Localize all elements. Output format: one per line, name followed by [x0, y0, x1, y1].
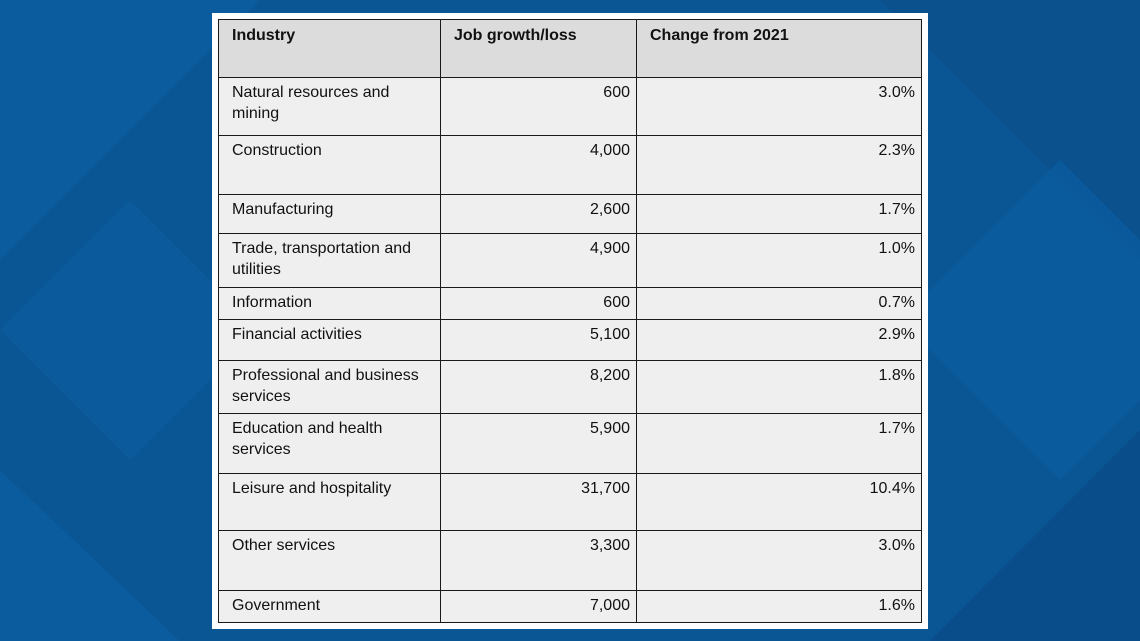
industry-cell: Natural resources and mining [218, 76, 441, 137]
job-growth-cell: 3,300 [440, 530, 637, 591]
header-job-growth: Job growth/loss [440, 19, 637, 78]
header-industry: Industry [218, 19, 441, 78]
job-growth-cell: 4,000 [440, 135, 637, 195]
change-cell: 1.8% [636, 360, 922, 415]
table-row: Construction 4,000 2.3% [218, 135, 922, 195]
table-row: Manufacturing 2,600 1.7% [218, 193, 922, 235]
industry-cell: Construction [218, 135, 441, 195]
job-growth-cell: 2,600 [440, 193, 637, 235]
table-row: Government 7,000 1.6% [218, 589, 922, 624]
industry-cell: Education and health services [218, 413, 441, 474]
table-row: Education and health services 5,900 1.7% [218, 413, 922, 474]
job-growth-cell: 7,000 [440, 589, 637, 624]
table-row: Other services 3,300 3.0% [218, 530, 922, 591]
job-growth-cell: 600 [440, 286, 637, 320]
industry-cell: Information [218, 286, 441, 320]
change-cell: 1.7% [636, 193, 922, 235]
job-growth-cell: 5,900 [440, 413, 637, 474]
table-row: Natural resources and mining 600 3.0% [218, 76, 922, 137]
industry-cell: Manufacturing [218, 193, 441, 235]
industry-cell: Government [218, 589, 441, 624]
industry-cell: Trade, transportation and utilities [218, 233, 441, 288]
industry-job-growth-table: Industry Job growth/loss Change from 202… [218, 19, 922, 624]
table-header-row: Industry Job growth/loss Change from 202… [218, 19, 922, 78]
change-cell: 0.7% [636, 286, 922, 320]
table-card: Industry Job growth/loss Change from 202… [212, 13, 928, 629]
table-row: Professional and business services 8,200… [218, 360, 922, 415]
job-growth-cell: 5,100 [440, 318, 637, 362]
change-cell: 2.3% [636, 135, 922, 195]
change-cell: 3.0% [636, 530, 922, 591]
industry-cell: Financial activities [218, 318, 441, 362]
job-growth-cell: 600 [440, 76, 637, 137]
table-row: Financial activities 5,100 2.9% [218, 318, 922, 362]
change-cell: 1.6% [636, 589, 922, 624]
industry-cell: Professional and business services [218, 360, 441, 415]
change-cell: 3.0% [636, 76, 922, 137]
job-growth-cell: 4,900 [440, 233, 637, 288]
table-row: Leisure and hospitality 31,700 10.4% [218, 472, 922, 532]
table-row: Trade, transportation and utilities 4,90… [218, 233, 922, 288]
change-cell: 10.4% [636, 472, 922, 532]
change-cell: 2.9% [636, 318, 922, 362]
industry-cell: Other services [218, 530, 441, 591]
industry-cell: Leisure and hospitality [218, 472, 441, 532]
change-cell: 1.0% [636, 233, 922, 288]
header-change-from-2021: Change from 2021 [636, 19, 922, 78]
table-row: Information 600 0.7% [218, 286, 922, 320]
job-growth-cell: 31,700 [440, 472, 637, 532]
job-growth-cell: 8,200 [440, 360, 637, 415]
change-cell: 1.7% [636, 413, 922, 474]
